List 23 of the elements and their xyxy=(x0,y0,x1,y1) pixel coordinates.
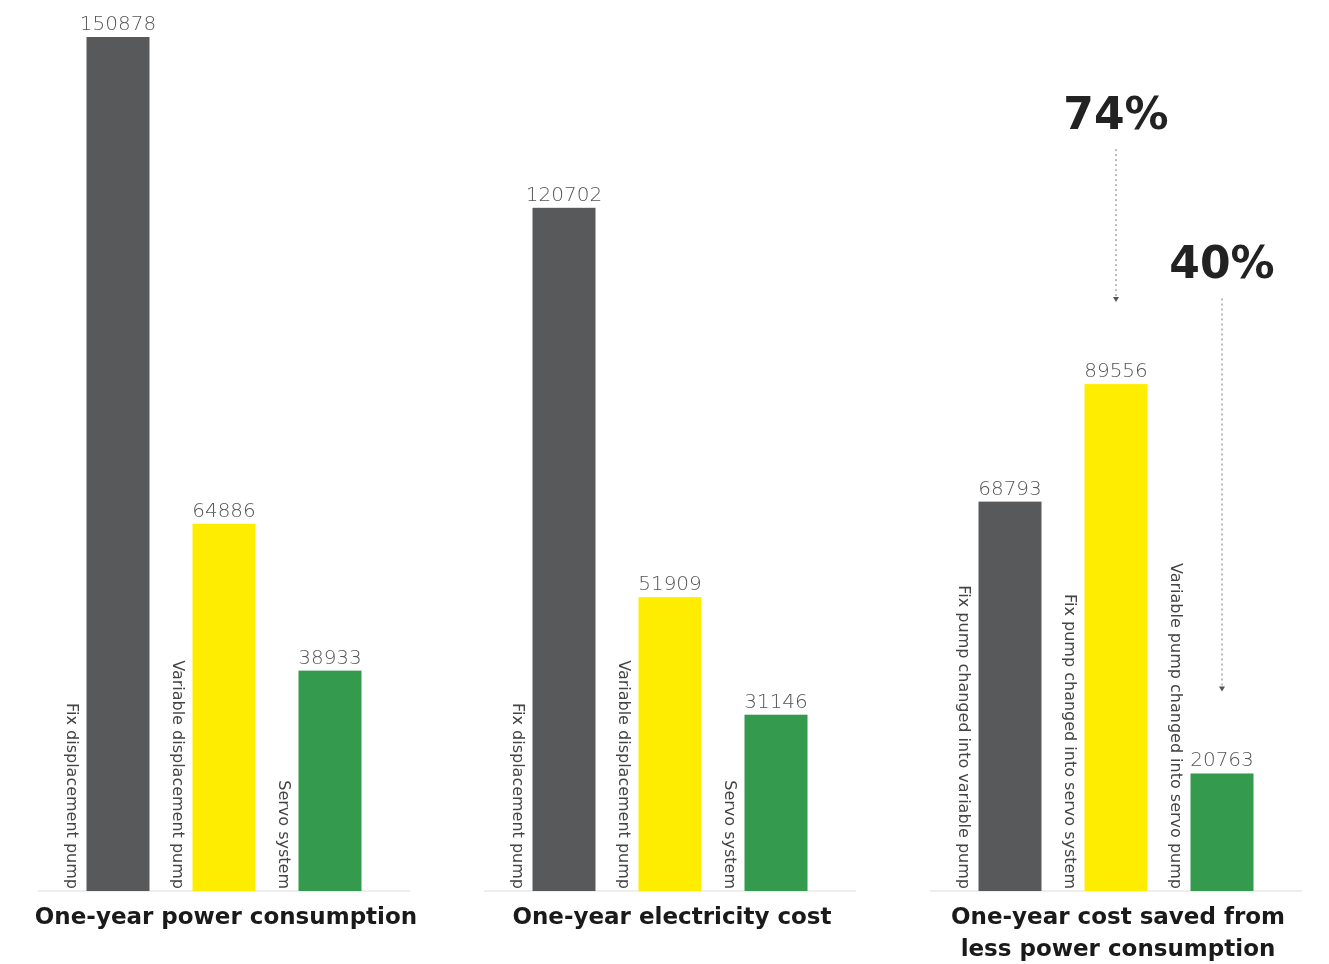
x-tick-label: Fix pump changed into servo system xyxy=(1060,594,1080,889)
x-tick-label: Servo system xyxy=(720,780,740,889)
text: One-year cost saved from less power consumption xyxy=(950,903,1286,961)
data-label: 150878 xyxy=(79,11,157,35)
x-tick-label: Fix displacement pump xyxy=(62,703,82,889)
data-label: 51909 xyxy=(638,571,702,596)
text: 40% xyxy=(1169,237,1275,289)
data-label: 38933 xyxy=(298,644,362,669)
data-label: 68793 xyxy=(978,475,1042,500)
text: 74% xyxy=(1063,88,1169,140)
x-tick-label: Fix pump changed into variable pump xyxy=(954,585,974,889)
text: One-year electricity cost xyxy=(512,903,832,929)
x-tick-label: Variable pump changed into servo pump xyxy=(1166,563,1186,889)
data-label: 120702 xyxy=(525,181,603,206)
data-label: 64886 xyxy=(192,497,256,522)
x-tick-label: Variable displacement pump xyxy=(168,660,188,889)
x-tick-label: Variable displacement pump xyxy=(614,660,634,889)
data-label: 89556 xyxy=(1084,358,1148,383)
text: One-year power consumption xyxy=(34,903,418,929)
data-label: 20763 xyxy=(1190,747,1254,772)
x-tick-label: Fix displacement pump xyxy=(508,703,528,889)
data-label: 31146 xyxy=(744,688,808,713)
x-tick-label: Servo system xyxy=(274,780,294,889)
